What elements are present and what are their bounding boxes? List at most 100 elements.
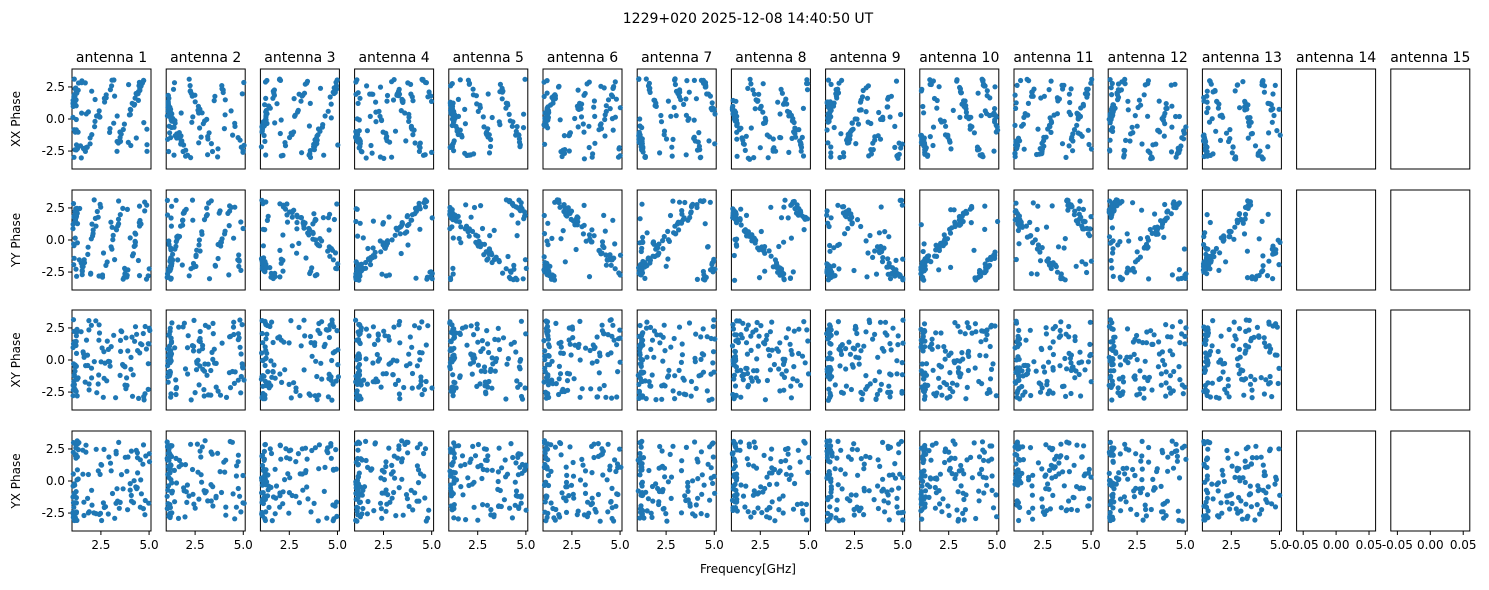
data-point <box>992 119 997 124</box>
data-point <box>834 93 839 98</box>
data-point <box>799 149 804 154</box>
data-point <box>920 361 925 366</box>
data-point <box>471 360 476 365</box>
data-point <box>937 385 942 390</box>
data-point <box>1086 142 1091 147</box>
data-point <box>449 104 454 109</box>
data-point <box>476 442 481 447</box>
data-point <box>238 390 243 395</box>
data-point <box>1046 360 1051 365</box>
data-point <box>919 484 924 489</box>
data-point <box>886 234 891 239</box>
data-point <box>106 511 111 516</box>
data-point <box>475 322 480 327</box>
data-point <box>553 321 558 326</box>
data-point <box>766 155 771 160</box>
data-point <box>174 131 179 136</box>
data-point <box>639 369 644 374</box>
data-point <box>610 94 615 99</box>
data-point <box>136 258 141 263</box>
data-point <box>490 115 495 120</box>
data-point <box>672 373 677 378</box>
data-point <box>405 214 410 219</box>
data-point <box>358 331 363 336</box>
data-point <box>188 83 193 88</box>
data-point <box>661 506 666 511</box>
data-point <box>453 470 458 475</box>
data-point <box>867 455 872 460</box>
x-tick-label: 2.5 <box>1033 538 1052 552</box>
data-point <box>101 395 106 400</box>
data-point <box>840 486 845 491</box>
data-point <box>235 257 240 262</box>
data-point <box>314 374 319 379</box>
data-point <box>88 271 93 276</box>
data-point <box>76 130 81 135</box>
data-point <box>204 206 209 211</box>
data-point <box>181 211 186 216</box>
data-point <box>878 137 883 142</box>
data-point <box>865 96 870 101</box>
data-point <box>379 506 384 511</box>
data-point <box>651 355 656 360</box>
data-point <box>141 442 146 447</box>
data-point <box>992 84 997 89</box>
data-point <box>610 516 615 521</box>
data-point <box>353 491 358 496</box>
data-point <box>656 502 661 507</box>
data-point <box>553 445 558 450</box>
data-point <box>954 77 959 82</box>
data-point <box>334 201 339 206</box>
data-point <box>557 200 562 205</box>
data-point <box>961 98 966 103</box>
data-point <box>486 91 491 96</box>
data-point <box>734 137 739 142</box>
data-point <box>1013 217 1018 222</box>
data-point <box>616 146 621 151</box>
data-point <box>412 490 417 495</box>
data-point <box>410 94 415 99</box>
data-point <box>651 98 656 103</box>
data-point <box>460 453 465 458</box>
data-point <box>1014 357 1019 362</box>
data-point <box>922 329 927 334</box>
data-point <box>958 463 963 468</box>
data-point <box>758 145 763 150</box>
data-point <box>874 272 879 277</box>
data-point <box>1068 112 1073 117</box>
data-point <box>316 126 321 131</box>
data-point <box>378 501 383 506</box>
data-point <box>639 125 644 130</box>
data-point <box>287 448 292 453</box>
data-point <box>1044 382 1049 387</box>
data-point <box>144 277 149 282</box>
scatter-points-r4-c4 <box>353 438 431 524</box>
data-point <box>889 347 894 352</box>
data-point <box>755 505 760 510</box>
data-point <box>463 324 468 329</box>
data-point <box>230 369 235 374</box>
data-point <box>191 502 196 507</box>
data-point <box>639 246 644 251</box>
data-point <box>742 504 747 509</box>
data-point <box>86 245 91 250</box>
data-point <box>638 493 643 498</box>
data-point <box>319 319 324 324</box>
data-point <box>494 356 499 361</box>
panel-frame-r3-c5 <box>449 310 528 410</box>
data-point <box>558 236 563 241</box>
data-point <box>746 509 751 514</box>
data-point <box>658 113 663 118</box>
data-point <box>105 339 110 344</box>
data-point <box>220 341 225 346</box>
data-point <box>333 447 338 452</box>
data-point <box>503 457 508 462</box>
data-point <box>370 151 375 156</box>
data-point <box>681 217 686 222</box>
data-point <box>179 110 184 115</box>
data-point <box>587 80 592 85</box>
data-point <box>618 253 623 258</box>
data-point <box>518 208 523 213</box>
data-point <box>706 138 711 143</box>
data-point <box>550 381 555 386</box>
